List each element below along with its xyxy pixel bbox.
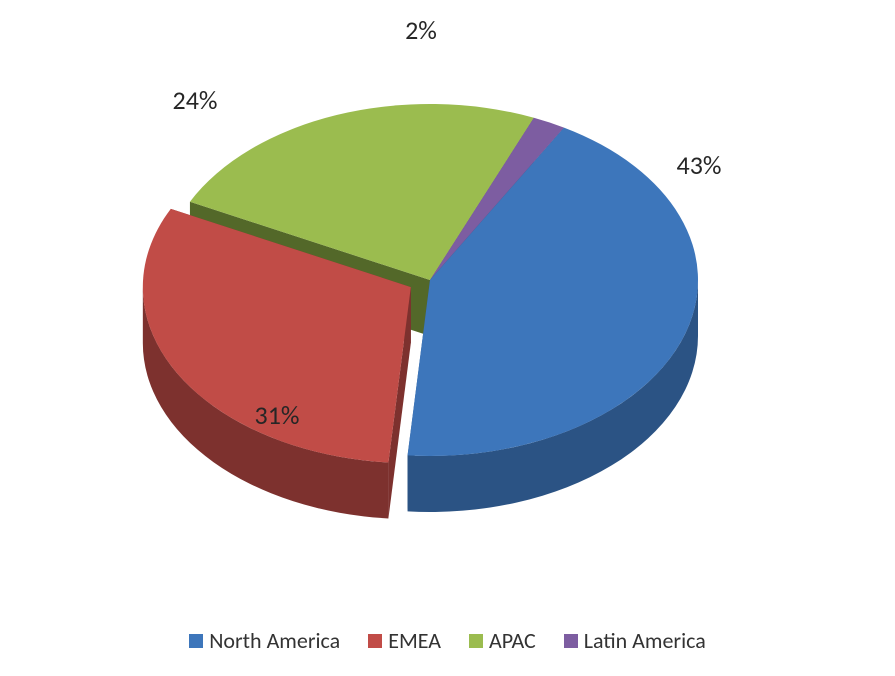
legend-swatch bbox=[469, 634, 483, 648]
legend-item-latin-america: Latin America bbox=[564, 627, 706, 654]
data-label: 31% bbox=[255, 399, 300, 431]
legend: North America EMEA APAC Latin America bbox=[0, 627, 895, 654]
legend-label: Latin America bbox=[584, 627, 706, 654]
data-label: 43% bbox=[677, 149, 722, 181]
legend-swatch bbox=[189, 634, 203, 648]
legend-item-north-america: North America bbox=[189, 627, 340, 654]
legend-label: EMEA bbox=[388, 627, 441, 654]
legend-item-emea: EMEA bbox=[368, 627, 441, 654]
data-label: 2% bbox=[405, 14, 437, 46]
legend-label: APAC bbox=[489, 627, 536, 654]
pie-chart: 43% 31% 24% 2% bbox=[0, 0, 895, 580]
legend-swatch bbox=[368, 634, 382, 648]
data-label: 24% bbox=[173, 84, 218, 116]
legend-label: North America bbox=[209, 627, 340, 654]
legend-swatch bbox=[564, 634, 578, 648]
legend-item-apac: APAC bbox=[469, 627, 536, 654]
